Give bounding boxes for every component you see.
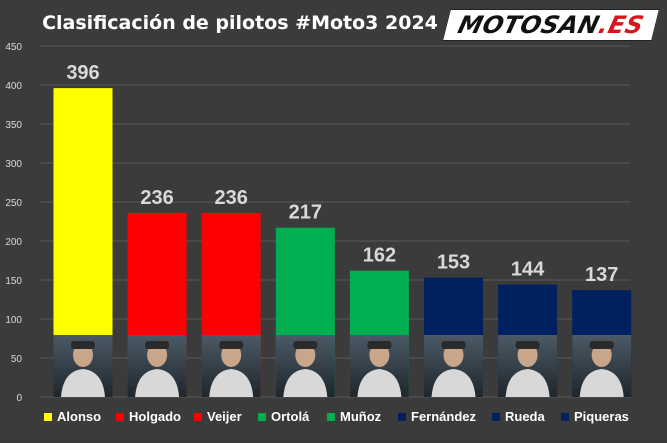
rider-suit [209, 369, 254, 397]
legend-item: Alonso [44, 409, 101, 424]
legend-label: Ortolá [271, 409, 310, 424]
y-tick-label: 200 [5, 237, 22, 248]
data-label: 153 [437, 252, 470, 274]
legend-swatch [327, 413, 335, 421]
legend-item: Muñoz [327, 409, 382, 424]
legend-item: Ortolá [258, 409, 310, 424]
y-axis-ticks: 0 50 100 150 200 250 300 350 400 450 [5, 42, 22, 404]
rider-cap [71, 341, 95, 349]
legend-label: Fernández [411, 409, 477, 424]
y-tick-label: 400 [5, 81, 22, 92]
legend-swatch [194, 413, 202, 421]
legend-label: Muñoz [340, 409, 382, 424]
y-tick-label: 250 [5, 198, 22, 209]
y-tick-label: 0 [16, 393, 22, 404]
legend-item: Veijer [194, 409, 242, 424]
legend-label: Holgado [129, 409, 181, 424]
data-label: 144 [511, 259, 545, 281]
y-tick-label: 100 [5, 315, 22, 326]
rider-suit [61, 369, 105, 397]
y-tick-label: 300 [5, 159, 22, 170]
legend-label: Piqueras [574, 409, 629, 424]
rider-suit [505, 369, 550, 397]
data-label: 236 [140, 187, 173, 209]
legend-swatch [44, 413, 52, 421]
legend-swatch [492, 413, 500, 421]
rider-cap [367, 341, 392, 349]
rider-suit [579, 369, 624, 397]
rider-cap [293, 341, 318, 349]
legend-item: Piqueras [561, 409, 629, 424]
legend-label: Alonso [57, 409, 101, 424]
data-label: 162 [363, 245, 396, 267]
legend-label: Veijer [207, 409, 242, 424]
y-tick-label: 350 [5, 120, 22, 131]
legend-label: Rueda [505, 409, 546, 424]
data-label: 217 [289, 202, 322, 224]
data-label: 236 [215, 187, 248, 209]
data-label: 396 [66, 62, 99, 84]
y-tick-label: 150 [5, 276, 22, 287]
legend-swatch [561, 413, 569, 421]
legend-swatch [116, 413, 124, 421]
rider-cap [515, 341, 540, 349]
legend-swatch [258, 413, 266, 421]
rider-suit [431, 369, 476, 397]
legend-item: Holgado [116, 409, 181, 424]
bars [53, 88, 632, 398]
rider-suit [283, 369, 328, 397]
y-tick-label: 450 [5, 42, 22, 53]
legend-swatch [398, 413, 406, 421]
rider-cap [219, 341, 244, 349]
rider-cap [589, 341, 614, 349]
chart-title: Clasificación de pilotos #Moto3 2024 [42, 12, 438, 34]
rider-suit [357, 369, 402, 397]
legend: Alonso Holgado Veijer Ortolá Muñoz Fernández R… [44, 409, 629, 424]
legend-item: Fernández [398, 409, 477, 424]
rider-suit [135, 369, 180, 397]
y-tick-label: 50 [11, 354, 23, 365]
rider-cap [145, 341, 170, 349]
data-label: 137 [585, 264, 618, 286]
rider-cap [441, 341, 466, 349]
legend-item: Rueda [492, 409, 546, 424]
data-labels: 396 236 236 217 162 153 144 137 [66, 62, 618, 286]
